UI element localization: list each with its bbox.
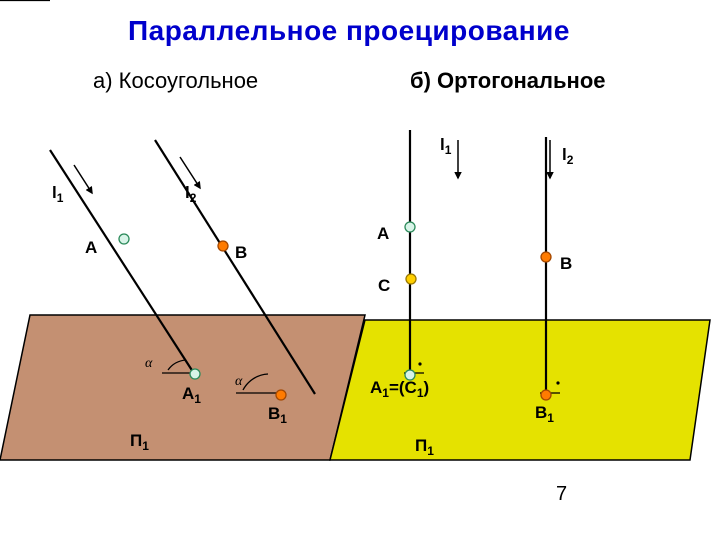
right-l1-label: l1 [440, 135, 452, 157]
part-a-label: а) Косоугольное [93, 68, 258, 93]
right-B-label: B [560, 254, 572, 273]
left-arrow-l1 [74, 165, 92, 193]
right-point-B1 [541, 390, 551, 400]
left-alpha-B: α [235, 374, 243, 389]
diagram-canvas: Параллельное проецирование а) Косоугольн… [0, 0, 720, 540]
right-l2-label: l2 [562, 145, 574, 167]
left-point-A [119, 234, 129, 244]
part-b-label: б) Ортогональное [410, 68, 606, 93]
page-number: 7 [556, 483, 567, 505]
right-point-A [405, 222, 415, 232]
right-point-B [541, 252, 551, 262]
left-alpha-A: α [145, 356, 153, 371]
left-point-A1 [190, 369, 200, 379]
left-point-B [218, 241, 228, 251]
left-point-B1 [276, 390, 286, 400]
left-l2-label: l2 [185, 183, 197, 205]
left-A-label: A [85, 238, 97, 257]
right-C-label: C [378, 276, 390, 295]
left-l1-label: l1 [52, 183, 64, 205]
right-A-label: A [377, 224, 389, 243]
slide-title: Параллельное проецирование [128, 15, 570, 46]
right-point-C [406, 274, 416, 284]
left-B-label: B [235, 243, 247, 262]
